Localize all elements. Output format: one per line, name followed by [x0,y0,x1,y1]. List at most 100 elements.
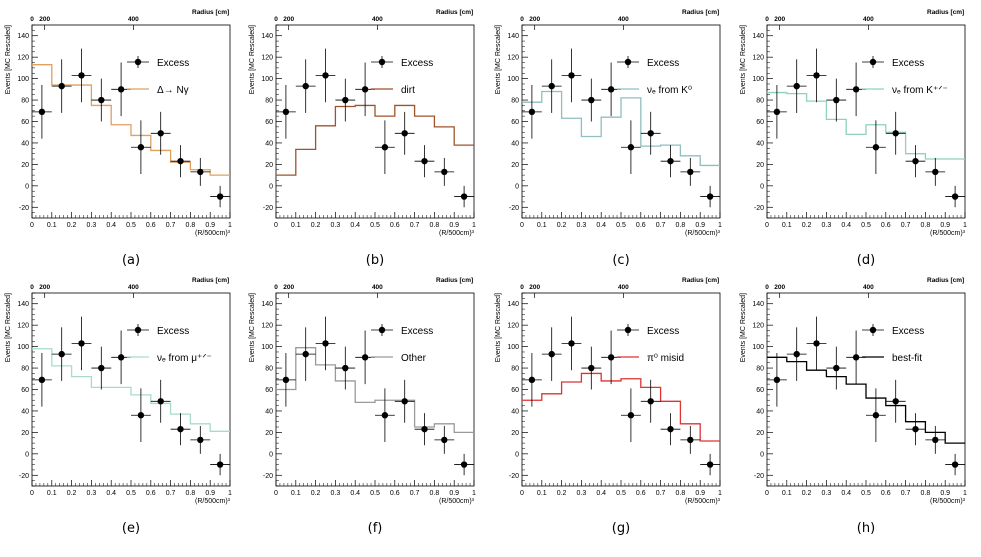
excess-point [460,461,468,468]
mc-step-line [767,356,965,444]
x-tick-label: 1 [963,490,967,497]
y-tick-label: 120 [261,55,273,62]
y-tick-label: 140 [261,33,273,40]
excess-point [647,130,654,137]
x-tick-label: 0.2 [802,222,812,229]
y-tick-label: -20 [263,205,273,212]
top-tick-label: 0 [765,16,769,23]
excess-point [342,96,349,104]
y-tick-label: 0 [269,183,273,190]
y-axis-title: Events [MC Rescaled] [495,293,502,362]
x-tick-label: 0.9 [695,222,705,229]
top-tick-label: 200 [39,284,50,291]
x-tick-label: 0.1 [782,222,792,229]
y-axis-title: Events [MC Rescaled] [5,25,12,94]
y-tick-label: 20 [21,162,29,169]
y-tick-label: 140 [752,33,764,40]
x-tick-label: 0.2 [311,222,321,229]
y-tick-label: 80 [756,98,764,105]
y-tick-label: 80 [21,98,29,105]
x-tick-label: 1 [472,490,476,497]
excess-point [588,96,595,104]
excess-point [401,130,408,137]
x-tick-label: 0 [765,222,769,229]
y-tick-label: 140 [507,33,519,40]
excess-point [872,144,880,151]
panel-d: 0 200 400 Radius [cm] -20 0 20 40 60 80 100 120 140 0… [740,9,967,268]
y-tick-label: 0 [25,183,29,190]
y-tick-label: 80 [511,98,519,105]
legend-excess-label: Excess [647,58,679,69]
x-tick-label: 1 [718,490,722,497]
panel-label: (e) [122,521,140,536]
y-tick-label: 100 [752,344,764,351]
radius-axis-label: Radius [cm] [192,9,229,16]
excess-point [441,436,448,444]
excess-point [912,157,919,165]
excess-point [98,96,105,104]
y-tick-label: 0 [269,451,273,458]
panel-g: 0 200 400 Radius [cm] -20 0 20 40 60 80 100 120 140 0… [495,277,722,536]
top-tick-label: 400 [618,16,629,23]
top-tick-label: 400 [372,284,383,291]
legend-excess-label: Excess [401,326,433,337]
excess-point [38,108,46,116]
y-tick-label: 60 [21,119,29,126]
x-tick-label: 1 [472,222,476,229]
excess-point [951,193,959,200]
y-tick-label: -20 [509,473,519,480]
excess-point [322,72,329,79]
x-tick-label: 0.2 [311,490,321,497]
x-tick-label: 0.1 [537,490,547,497]
y-tick-label: 80 [265,98,273,105]
legend-mc-label: Other [401,353,427,364]
excess-point [381,144,389,151]
x-tick-label: 1 [228,490,232,497]
x-tick-label: 0.8 [921,222,931,229]
x-tick-label: 1 [718,222,722,229]
excess-point [381,412,389,419]
x-tick-label: 0.8 [430,490,440,497]
panel-f: 0 200 400 Radius [cm] -20 0 20 40 60 80 100 120 140 0… [249,277,476,536]
radius-axis-label: Radius [cm] [682,277,719,284]
excess-point [460,193,468,200]
x-tick-label: 1 [228,222,232,229]
y-tick-label: 100 [507,344,519,351]
excess-point [852,354,860,361]
x-tick-label: 0.2 [557,490,567,497]
legend-mc-label: νₑ from K⁺ᐟ⁻ [892,85,948,96]
excess-point [216,461,224,468]
plot-frame [521,24,721,219]
y-tick-label: 120 [261,323,273,330]
y-tick-label: 40 [265,408,273,415]
y-tick-label: 40 [265,140,273,147]
legend-excess-marker [378,326,386,334]
y-tick-label: 60 [756,387,764,394]
excess-point [912,425,919,433]
y-tick-label: -20 [754,205,764,212]
y-tick-label: 60 [21,387,29,394]
panel-label: (d) [857,253,875,268]
excess-point [401,398,408,405]
y-tick-label: 60 [265,119,273,126]
x-tick-label: 0.4 [350,490,360,497]
excess-point [58,82,65,90]
legend-mc-label: Δ→ Nγ [157,85,189,96]
panel-c: 0 200 400 Radius [cm] -20 0 20 40 60 80 100 120 140 0… [495,9,722,268]
y-axis-title: Events [MC Rescaled] [740,293,747,362]
y-tick-label: 100 [261,344,273,351]
y-tick-label: 100 [752,76,764,83]
radius-axis-label: Radius [cm] [682,9,719,16]
excess-point [813,72,820,79]
x-tick-label: 0.2 [67,490,77,497]
y-tick-label: 80 [265,366,273,373]
panel-label: (h) [857,521,875,536]
excess-point [607,354,615,361]
x-tick-label: 0.5 [861,222,871,229]
y-tick-label: 120 [752,323,764,330]
y-tick-label: 100 [261,76,273,83]
excess-point [773,108,781,116]
plot-frame [275,292,475,487]
